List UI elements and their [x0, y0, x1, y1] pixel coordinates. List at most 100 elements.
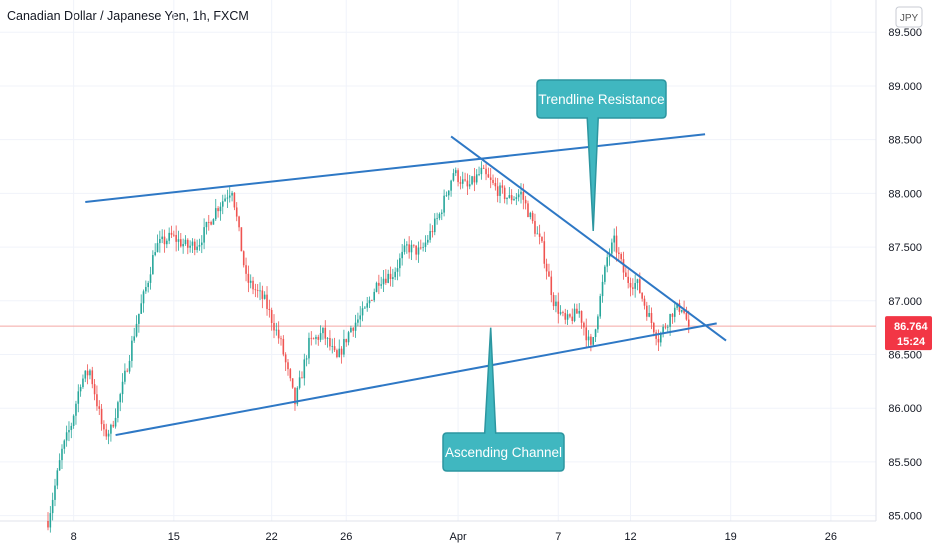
x-tick-label: 15 [168, 531, 180, 543]
candle-body [86, 370, 89, 376]
x-tick-label: 7 [555, 531, 561, 543]
candle-body [620, 253, 622, 260]
candle [443, 189, 445, 217]
candle [140, 294, 142, 315]
candle-body [182, 244, 184, 247]
candle [536, 226, 539, 235]
candle [487, 167, 490, 178]
candle [680, 309, 683, 314]
candle [228, 186, 231, 203]
candle [555, 295, 557, 313]
candle [319, 325, 322, 343]
candle [646, 301, 648, 321]
candle-body [613, 235, 615, 243]
candle-body [445, 195, 448, 197]
candle [166, 238, 168, 249]
candle [606, 253, 608, 273]
candle-body [357, 319, 359, 323]
candle-body [562, 312, 564, 313]
price-axis[interactable]: 89.500 89.000 88.500 88.000 87.500 87.000 86.5… [888, 27, 922, 522]
candle [326, 337, 329, 348]
candle [373, 288, 375, 303]
candle-body [653, 323, 655, 333]
candle-body [294, 387, 296, 405]
x-tick-label: 12 [624, 531, 636, 543]
candle [84, 370, 87, 383]
candle-body [275, 329, 278, 331]
candle [189, 240, 191, 253]
candle [294, 387, 296, 411]
candle [457, 168, 459, 187]
candle [368, 296, 371, 309]
callout-ascending-channel: Ascending Channel [442, 327, 565, 472]
candle-body [252, 280, 254, 290]
candle-body [576, 308, 578, 314]
candle [662, 324, 664, 338]
candle-body [522, 191, 525, 200]
candle [226, 189, 229, 208]
candle [625, 266, 627, 277]
candle [480, 161, 483, 180]
candle-body [233, 192, 236, 208]
candle-body [420, 247, 422, 249]
candle-body [340, 348, 343, 355]
candle [417, 241, 420, 263]
candle [403, 238, 406, 255]
candle [422, 242, 424, 252]
candle-body [664, 326, 667, 328]
candle [548, 263, 550, 277]
candle-body [639, 279, 641, 293]
candle [401, 244, 403, 266]
candle [105, 423, 108, 440]
candle [562, 310, 564, 317]
candle-body [280, 338, 282, 340]
candle [482, 164, 485, 170]
candle [114, 408, 117, 429]
candle [566, 309, 569, 326]
candle-body [336, 350, 338, 358]
candle-body [175, 234, 177, 242]
candle-body [676, 303, 678, 308]
candle-body [648, 313, 650, 317]
candle [247, 265, 250, 293]
candle-body [214, 208, 217, 220]
candle [438, 212, 441, 221]
candle-body [452, 173, 455, 181]
candle [629, 277, 632, 297]
candle-body [189, 245, 191, 248]
candle [275, 322, 278, 336]
candle-body [259, 290, 261, 292]
candle-body [510, 195, 513, 201]
candles [47, 161, 690, 533]
candle [503, 185, 506, 204]
candle [126, 368, 129, 373]
candle-body [117, 402, 119, 418]
time-axis[interactable]: 8 15 22 26 Apr 7 12 19 26 [71, 531, 837, 543]
candle-body [68, 430, 70, 433]
candle [303, 353, 306, 386]
candle-body [149, 274, 152, 283]
candle [340, 346, 343, 364]
candle [433, 213, 436, 236]
currency-badge[interactable]: JPY [895, 6, 923, 28]
candle-body [112, 424, 115, 427]
candle-body [282, 338, 285, 355]
candle-body [503, 187, 506, 200]
candle [196, 239, 198, 253]
candle [117, 400, 119, 423]
x-tick-label: 22 [266, 531, 278, 543]
candle-body [380, 284, 382, 286]
candle-body [159, 239, 161, 244]
candle-body [315, 336, 317, 339]
candle [75, 400, 77, 425]
candle [594, 328, 597, 343]
candle-body [413, 244, 415, 246]
candle-body [298, 377, 301, 388]
candle-body [461, 179, 464, 184]
candle-body [666, 326, 669, 328]
candle-body [629, 282, 632, 288]
candle [541, 236, 543, 243]
candle-body [242, 251, 245, 266]
candle-body [84, 370, 87, 379]
